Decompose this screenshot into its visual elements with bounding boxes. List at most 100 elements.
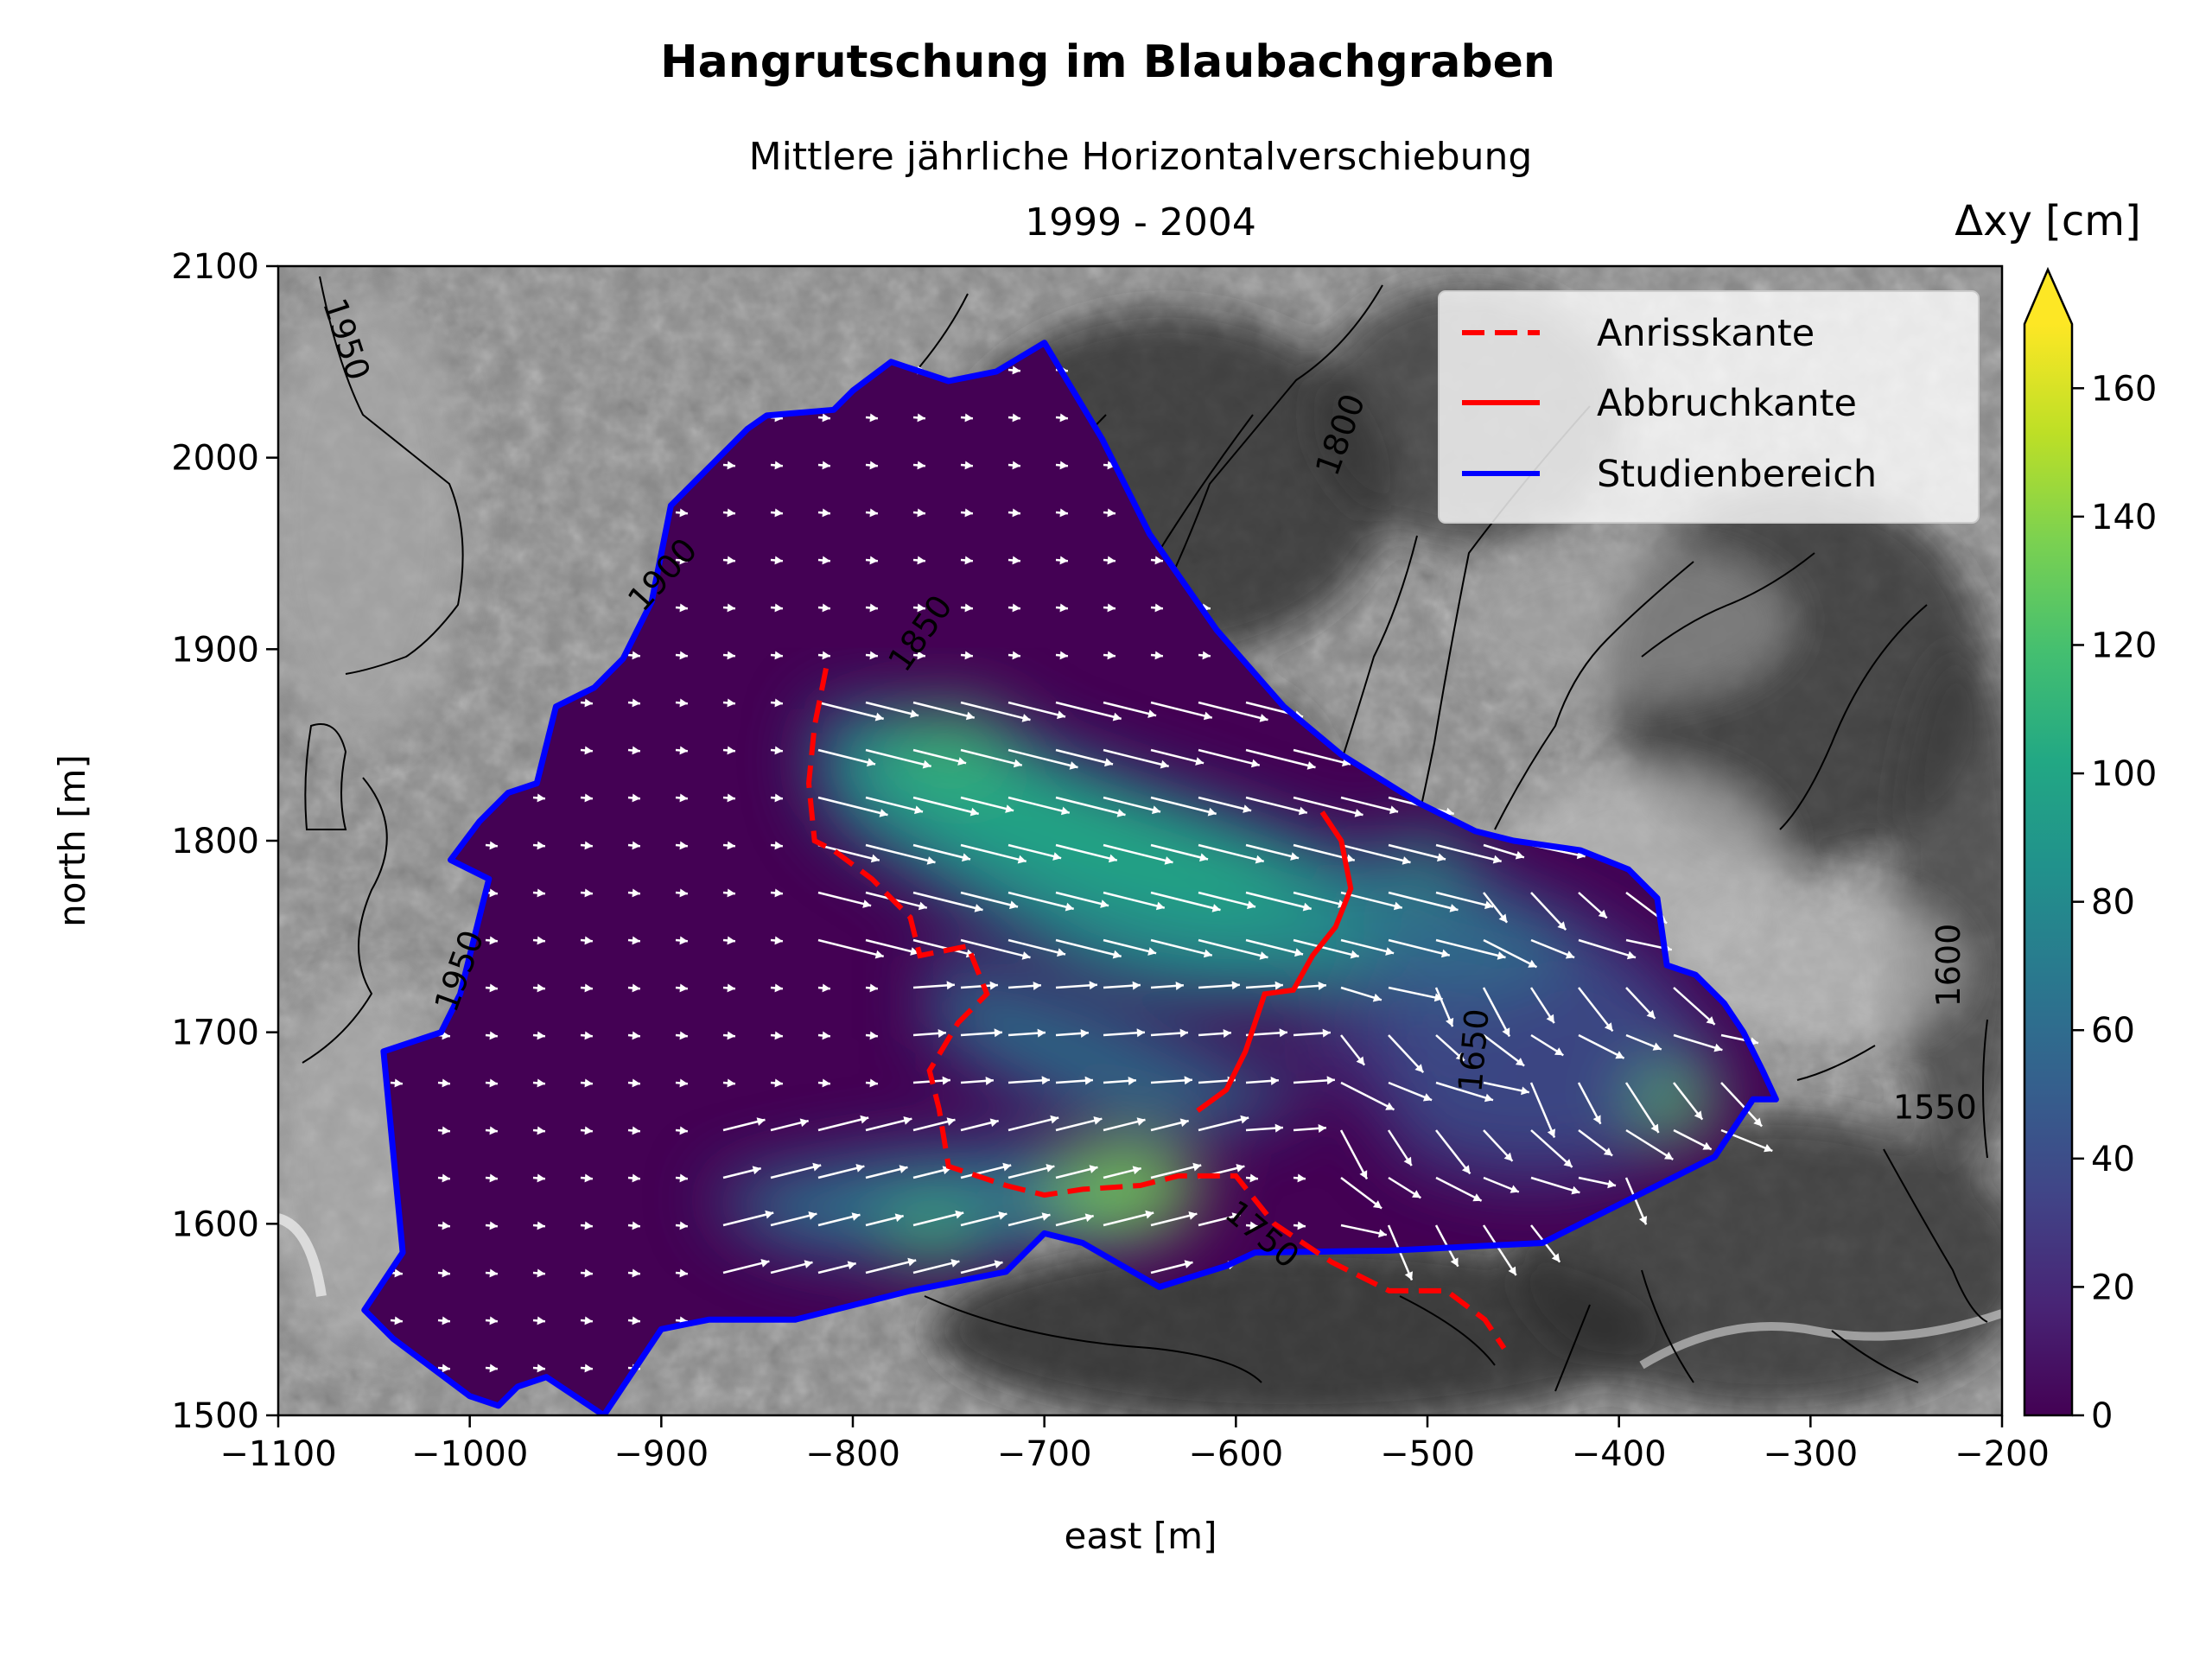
displacement-arrowhead bbox=[1510, 1185, 1519, 1193]
displacement-arrowhead bbox=[822, 603, 830, 613]
displacement-arrowhead bbox=[727, 983, 735, 993]
displacement-arrow bbox=[912, 796, 980, 816]
displacement-arrow bbox=[912, 701, 976, 719]
displacement-arrowhead bbox=[879, 809, 888, 817]
displacement-arrowhead bbox=[1050, 1115, 1059, 1124]
displacement-arrowhead bbox=[632, 841, 640, 850]
x-tick-label: −200 bbox=[1955, 1434, 2050, 1474]
displacement-arrowhead bbox=[489, 841, 498, 850]
displacement-arrowhead bbox=[632, 1078, 640, 1088]
displacement-arrowhead bbox=[1492, 855, 1502, 864]
displacement-arrow bbox=[1103, 701, 1157, 717]
displacement-arrow bbox=[865, 748, 932, 768]
displacement-arrow bbox=[1625, 1128, 1674, 1160]
displacement-arrowhead bbox=[1033, 982, 1041, 990]
displacement-arrowhead bbox=[1132, 981, 1141, 990]
displacement-arrow bbox=[960, 701, 1031, 721]
displacement-arrow bbox=[1339, 1129, 1369, 1180]
displacement-arrowhead bbox=[1154, 603, 1163, 613]
displacement-arrowhead bbox=[1041, 1212, 1051, 1221]
displacement-arrowhead bbox=[917, 413, 925, 423]
x-tick-label: −300 bbox=[1763, 1434, 1858, 1474]
displacement-arrow bbox=[1388, 1034, 1425, 1073]
displacement-arrow bbox=[960, 938, 1031, 959]
displacement-arrowhead bbox=[1057, 948, 1065, 957]
displacement-arrow bbox=[1103, 796, 1161, 813]
displacement-arrowhead bbox=[727, 1031, 735, 1040]
displacement-arrowhead bbox=[584, 1316, 593, 1325]
displacement-arrowhead bbox=[774, 698, 783, 708]
displacement-arrowhead bbox=[964, 461, 973, 470]
displacement-arrowhead bbox=[537, 841, 545, 850]
displacement-arrow bbox=[1388, 986, 1443, 1001]
displacement-arrow bbox=[865, 701, 919, 717]
displacement-arrow bbox=[722, 1260, 770, 1274]
displacement-arrow bbox=[1007, 748, 1078, 769]
displacement-arrowhead bbox=[727, 556, 735, 565]
displacement-arrowhead bbox=[955, 1210, 964, 1219]
displacement-arrowhead bbox=[917, 508, 925, 518]
displacement-arrowhead bbox=[442, 1268, 450, 1278]
displacement-arrowhead bbox=[869, 508, 878, 518]
displacement-arrowhead bbox=[727, 746, 735, 755]
displacement-arrow bbox=[1055, 701, 1122, 721]
displacement-arrowhead bbox=[394, 1316, 403, 1325]
displacement-arrowhead bbox=[632, 1126, 640, 1135]
displacement-arrowhead bbox=[1247, 900, 1255, 910]
displacement-arrowhead bbox=[822, 651, 830, 660]
displacement-arrow bbox=[960, 1212, 1007, 1227]
displacement-arrowhead bbox=[442, 1221, 450, 1230]
displacement-arrowhead bbox=[632, 793, 640, 803]
displacement-arrowhead bbox=[1093, 1116, 1103, 1125]
displacement-arrow bbox=[817, 748, 876, 766]
legend-box bbox=[1438, 290, 1980, 524]
displacement-arrowhead bbox=[632, 1268, 640, 1278]
displacement-arrowhead bbox=[584, 1078, 593, 1088]
colorbar-ticks: 0 20 40 60 80 100 120 140 160 bbox=[2072, 369, 2157, 1436]
displacement-arrowhead bbox=[1326, 1076, 1335, 1085]
displacement-arrowhead bbox=[1702, 1141, 1712, 1150]
displacement-arrowhead bbox=[822, 556, 830, 565]
displacement-arrowhead bbox=[799, 1118, 809, 1128]
displacement-arrowhead bbox=[774, 651, 783, 660]
displacement-arrowhead bbox=[962, 853, 970, 862]
colorbar-label: Δxy [cm] bbox=[1955, 197, 2141, 245]
colorbar-tick-label: 20 bbox=[2091, 1268, 2135, 1307]
displacement-arrowhead bbox=[1484, 900, 1493, 910]
displacement-arrowhead bbox=[442, 1173, 450, 1183]
displacement-arrowhead bbox=[1188, 1211, 1198, 1220]
chart-subtitle: Mittlere jährliche Horizontalverschiebun… bbox=[749, 135, 1533, 179]
displacement-arrowhead bbox=[985, 1077, 994, 1085]
displacement-arrowhead bbox=[489, 1078, 498, 1088]
displacement-arrowhead bbox=[894, 1213, 904, 1223]
displacement-arrow bbox=[865, 1117, 912, 1132]
displacement-arrowhead bbox=[632, 651, 640, 660]
displacement-arrow bbox=[1578, 938, 1637, 959]
displacement-arrowhead bbox=[867, 758, 875, 767]
displacement-arrowhead bbox=[1270, 1077, 1279, 1085]
displacement-arrowhead bbox=[869, 556, 878, 565]
x-tick-label: −800 bbox=[805, 1434, 900, 1474]
displacement-arrowhead bbox=[1179, 1118, 1189, 1128]
displacement-arrowhead bbox=[632, 888, 640, 898]
displacement-arrowhead bbox=[1551, 1253, 1560, 1262]
displacement-arrowhead bbox=[679, 556, 688, 565]
displacement-arrowhead bbox=[584, 983, 593, 993]
displacement-arrow bbox=[817, 843, 880, 861]
displacement-arrowhead bbox=[1615, 1051, 1624, 1059]
displacement-arrowhead bbox=[1080, 1029, 1089, 1038]
chart-subtitle-period: 1999 - 2004 bbox=[1025, 200, 1256, 245]
displacement-arrowhead bbox=[1607, 1179, 1616, 1189]
displacement-arrowhead bbox=[537, 1363, 545, 1373]
displacement-arrowhead bbox=[964, 508, 973, 518]
displacement-arrowhead bbox=[855, 1164, 865, 1173]
legend-label-studienbereich: Studienbereich bbox=[1597, 453, 1877, 496]
y-tick-label: 1800 bbox=[171, 822, 259, 861]
displacement-arrowhead bbox=[537, 1078, 545, 1088]
displacement-arrowhead bbox=[1274, 981, 1283, 990]
displacement-arrowhead bbox=[918, 901, 927, 911]
displacement-arrowhead bbox=[822, 461, 830, 470]
displacement-arrowhead bbox=[679, 651, 688, 660]
colorbar-gradient bbox=[2024, 324, 2072, 1415]
displacement-arrowhead bbox=[1446, 1017, 1454, 1027]
